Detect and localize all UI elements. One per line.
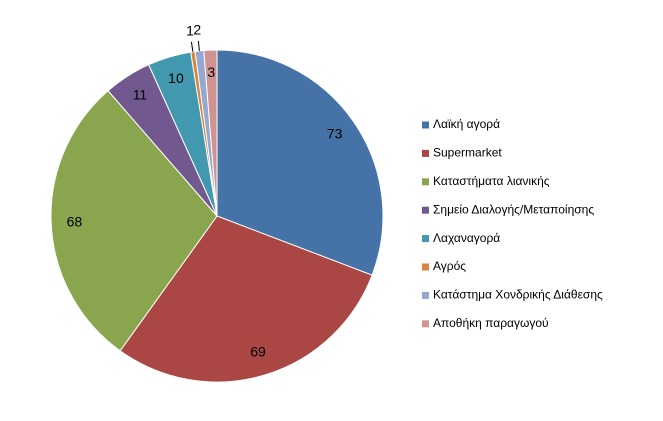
data-label: 69 [250,343,266,359]
pie-slice [216,49,384,276]
data-label: 73 [327,126,343,142]
legend-label: Λαχαναγορά [433,231,500,245]
legend-swatch [422,291,429,299]
pie-slice [50,90,218,352]
legend-swatch [422,235,429,243]
legend-label: Supermarket [433,146,502,160]
data-label: 11 [133,87,148,103]
legend-label: Κατάστημα Χονδρικής Διάθεσης [433,288,603,302]
legend-swatch [422,320,429,328]
legend-swatch [422,149,429,157]
legend-label: Αποθήκη παραγωγού [433,316,549,330]
data-label: 1 [186,23,194,39]
legend-swatch [422,178,429,186]
data-label: 10 [168,70,184,86]
pie-slice [203,49,218,217]
data-label: 2 [193,22,201,38]
data-label: 3 [207,64,215,80]
legend-label: Λαϊκή αγορά [433,117,500,131]
leader-line [197,40,200,51]
data-label: 68 [67,213,83,229]
leader-line [190,41,194,52]
legend-swatch [422,206,429,214]
legend-swatch [422,121,429,129]
pie-slice [119,215,373,383]
legend-label: Αγρός [433,259,466,273]
legend-label: Σημείο Διαλογής/Μεταποίησης [433,202,594,216]
legend-swatch [422,263,429,271]
legend-label: Καταστήματα λιανικής [433,174,550,188]
